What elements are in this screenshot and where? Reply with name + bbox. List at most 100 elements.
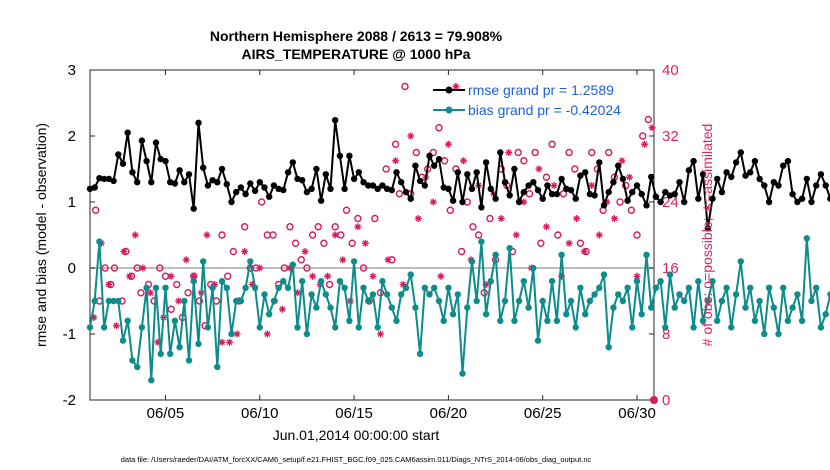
rmse-point bbox=[299, 177, 306, 184]
bias-point bbox=[449, 311, 457, 318]
obs-possible-point bbox=[520, 157, 528, 165]
obs-possible-point bbox=[218, 231, 226, 239]
bias-point bbox=[629, 324, 636, 331]
obs-assimilated-point bbox=[324, 272, 332, 280]
rmse-point bbox=[737, 149, 744, 156]
obs-possible-point bbox=[412, 148, 421, 157]
bias-point bbox=[190, 278, 197, 285]
rmse-point bbox=[308, 185, 315, 192]
rmse-point bbox=[534, 186, 542, 194]
rmse-point bbox=[723, 169, 730, 176]
obs-assimilated-point bbox=[146, 289, 154, 297]
bias-point bbox=[544, 317, 551, 324]
rmse-point bbox=[699, 171, 707, 178]
obs-assimilated-point bbox=[90, 314, 98, 321]
rmse-point bbox=[808, 198, 815, 206]
bias-point bbox=[459, 370, 466, 377]
obs-possible-point bbox=[627, 206, 636, 214]
obs-zero-marker bbox=[650, 396, 658, 404]
rmse-point bbox=[714, 175, 721, 183]
series-group bbox=[86, 117, 830, 384]
obs-assimilated-point bbox=[633, 272, 641, 280]
rmse-point bbox=[407, 195, 414, 202]
bias-point bbox=[270, 297, 278, 305]
bias-point bbox=[600, 271, 608, 278]
rmse-point bbox=[393, 169, 400, 176]
rmse-point bbox=[789, 190, 796, 198]
rmse-point bbox=[577, 172, 584, 179]
obs-possible-point bbox=[474, 231, 483, 239]
rmse-point bbox=[544, 182, 551, 189]
bias-point bbox=[789, 304, 796, 311]
rmse-point bbox=[582, 169, 589, 176]
y-axis-right-label: # of obs: o=possible; ∗=assimilated bbox=[699, 124, 715, 347]
bias-point bbox=[723, 284, 730, 291]
rmse-point bbox=[143, 157, 150, 165]
rmse-point bbox=[747, 169, 754, 176]
bias-point bbox=[167, 350, 174, 357]
rmse-point bbox=[464, 171, 471, 178]
bias-point bbox=[91, 297, 98, 305]
rmse-point bbox=[270, 182, 278, 189]
obs-assimilated-point bbox=[625, 173, 633, 181]
bias-point bbox=[497, 317, 504, 324]
bias-point bbox=[445, 284, 452, 291]
obs-possible-point bbox=[354, 214, 362, 223]
bias-point bbox=[162, 284, 169, 291]
y-tick-label: 1 bbox=[68, 194, 76, 211]
bias-point bbox=[685, 284, 693, 291]
bias-point bbox=[695, 278, 702, 285]
obs-possible-point bbox=[303, 264, 311, 272]
obs-possible-point bbox=[588, 148, 596, 157]
obs-assimilated-point bbox=[558, 272, 566, 280]
obs-assimilated-point bbox=[175, 297, 183, 305]
bias-point bbox=[798, 317, 806, 324]
bias-point bbox=[322, 291, 329, 298]
bias-point bbox=[605, 344, 612, 351]
bias-point bbox=[714, 317, 721, 324]
obs-assimilated-point bbox=[105, 281, 113, 288]
bias-point bbox=[223, 284, 230, 291]
rmse-point bbox=[473, 169, 480, 176]
bias-point bbox=[652, 284, 660, 291]
bias-point bbox=[676, 291, 683, 298]
rmse-point bbox=[379, 182, 386, 189]
bias-point bbox=[492, 251, 499, 258]
rmse-point bbox=[181, 179, 188, 186]
bias-point bbox=[119, 337, 127, 344]
rmse-point bbox=[157, 155, 164, 163]
bias-point bbox=[280, 278, 287, 285]
bias-point bbox=[808, 297, 815, 305]
bias-point bbox=[747, 284, 754, 291]
bias-point bbox=[233, 297, 240, 305]
footnote: data file: /Users/raeder/DAI/ATM_forcXX/… bbox=[121, 455, 592, 464]
rmse-point bbox=[303, 188, 311, 196]
rmse-point bbox=[327, 185, 334, 192]
rmse-point bbox=[482, 159, 490, 166]
bias-point bbox=[737, 258, 744, 265]
bias-point bbox=[435, 297, 443, 305]
plot-area bbox=[89, 69, 655, 401]
bias-point bbox=[751, 317, 759, 324]
rmse-point bbox=[247, 180, 254, 187]
obs-possible-point bbox=[391, 140, 400, 148]
bias-point bbox=[412, 304, 419, 311]
rmse-point bbox=[690, 157, 697, 165]
rmse-point bbox=[784, 157, 792, 165]
rmse-point bbox=[119, 160, 127, 167]
rmse-point bbox=[615, 162, 622, 169]
bias-point bbox=[591, 291, 598, 298]
obs-possible-point bbox=[342, 206, 351, 214]
bias-point bbox=[124, 317, 131, 324]
bias-point bbox=[534, 337, 542, 344]
bias-point bbox=[610, 304, 617, 311]
bias-point bbox=[148, 377, 155, 384]
rmse-point bbox=[152, 139, 160, 146]
legend-rmse-label: rmse grand pr = 1.2589 bbox=[468, 82, 614, 98]
bias-point bbox=[615, 291, 622, 298]
rmse-point bbox=[515, 198, 523, 206]
rmse-point bbox=[605, 188, 612, 196]
obs-possible-point bbox=[616, 198, 624, 206]
bias-point bbox=[638, 311, 645, 318]
obs-assimilated-point bbox=[218, 338, 226, 346]
